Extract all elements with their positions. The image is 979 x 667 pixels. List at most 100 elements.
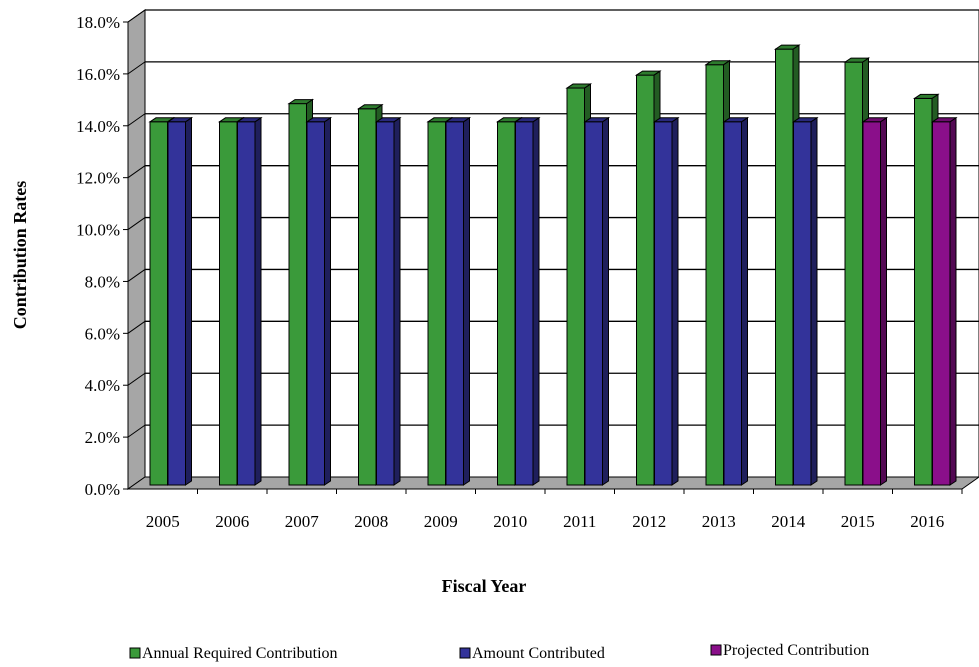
y-tick-label: 10.0% (76, 221, 120, 240)
bar-side (532, 116, 540, 486)
y-axis-ticks: 0.0% 2.0% 4.0% 6.0% 8.0% 10.0% 12.0% 14.0% 16.0%… (76, 13, 128, 499)
bars (148, 44, 958, 486)
bar-side (463, 116, 470, 486)
bar (583, 116, 611, 486)
x-tick-label: 2016 (910, 512, 944, 531)
bar-front (914, 97, 933, 486)
legend-item: Amount Contributed (459, 645, 605, 662)
gridline-side (127, 424, 146, 438)
bar-top (287, 99, 315, 105)
chart-side-wall (127, 9, 146, 490)
bar-side (671, 116, 679, 486)
y-tick-label: 4.0% (85, 376, 120, 395)
x-tick-label: 2005 (146, 512, 180, 531)
bar-top (930, 117, 958, 123)
bar-top (861, 117, 889, 123)
gridline-side (127, 165, 146, 179)
x-axis-ticks: 2005 2006 2007 2008 2009 2010 2011 2012 2013 2014… (146, 489, 963, 531)
bar (861, 116, 889, 486)
gridline-side (127, 217, 146, 230)
legend-label: Projected Contribution (723, 642, 869, 659)
x-tick-label: 2006 (215, 512, 249, 531)
bar-top (843, 57, 871, 63)
bar (235, 116, 263, 486)
bar-front (219, 121, 238, 486)
x-tick-label: 2015 (841, 512, 875, 531)
bar-side (810, 116, 818, 486)
bar-side (185, 116, 192, 486)
bar-side (602, 116, 609, 486)
gridline-side (127, 320, 146, 334)
gridlines (127, 9, 979, 438)
bar-top (791, 117, 819, 123)
bar-side (324, 116, 331, 486)
bar-top (722, 117, 750, 123)
gridline-side (127, 113, 146, 127)
x-axis-title: Fiscal Year (442, 576, 527, 596)
bar-front (584, 121, 603, 486)
gridline-side (127, 61, 146, 75)
legend-label: Amount Contributed (472, 645, 605, 662)
bar-front (566, 87, 585, 486)
x-tick-label: 2011 (563, 512, 596, 531)
bar-side (254, 116, 262, 486)
bar-front (237, 121, 256, 486)
x-tick-label: 2014 (771, 512, 806, 531)
bar (305, 116, 333, 486)
legend-swatch (459, 647, 471, 659)
legend-label: Annual Required Contribution (142, 645, 338, 662)
bar-top (305, 117, 333, 123)
y-tick-label: 14.0% (76, 117, 120, 136)
bar (374, 116, 402, 486)
bar-top (513, 117, 541, 123)
bar (652, 116, 680, 486)
bar-top (235, 117, 263, 123)
y-tick-label: 6.0% (85, 324, 120, 343)
bar (930, 116, 958, 486)
bar-side (741, 116, 748, 486)
bar-front (376, 121, 395, 486)
bar (791, 116, 819, 486)
x-tick-label: 2013 (702, 512, 736, 531)
gridline-side (127, 269, 146, 282)
gridline-side (127, 372, 146, 386)
y-axis-title: Contribution Rates (10, 181, 30, 330)
legend: Annual Required Contribution Amount Contr… (129, 642, 869, 662)
bar (722, 116, 750, 486)
bar-front (497, 121, 516, 486)
y-tick-label: 8.0% (85, 272, 120, 291)
bar-front (167, 121, 186, 486)
bar-top (583, 117, 611, 123)
bar-side (949, 116, 957, 486)
bar-front (288, 103, 307, 486)
legend-item: Annual Required Contribution (129, 645, 338, 662)
y-tick-label: 2.0% (85, 428, 120, 447)
x-tick-label: 2012 (632, 512, 666, 531)
bar-front (427, 121, 446, 486)
gridline-side (127, 9, 146, 23)
bar-front (932, 121, 951, 486)
bar-front (149, 121, 168, 486)
bar-front (358, 108, 377, 486)
bar-side (393, 116, 401, 486)
y-tick-label: 18.0% (76, 13, 120, 32)
bar-front (844, 61, 863, 486)
bar-front (862, 121, 881, 486)
bar-front (515, 121, 534, 486)
bar-front (306, 121, 325, 486)
bar (444, 116, 472, 486)
bar-top (444, 117, 472, 123)
legend-item: Projected Contribution (710, 642, 869, 659)
bar-top (912, 93, 940, 99)
bar-top (652, 117, 680, 123)
x-tick-label: 2010 (493, 512, 527, 531)
x-tick-label: 2007 (285, 512, 320, 531)
bar-top (565, 83, 593, 89)
bar-top (374, 117, 402, 123)
bar-front (723, 121, 742, 486)
legend-swatch (710, 644, 722, 656)
bar-top (773, 44, 801, 50)
legend-swatch (129, 647, 141, 659)
bar-top (634, 70, 662, 76)
